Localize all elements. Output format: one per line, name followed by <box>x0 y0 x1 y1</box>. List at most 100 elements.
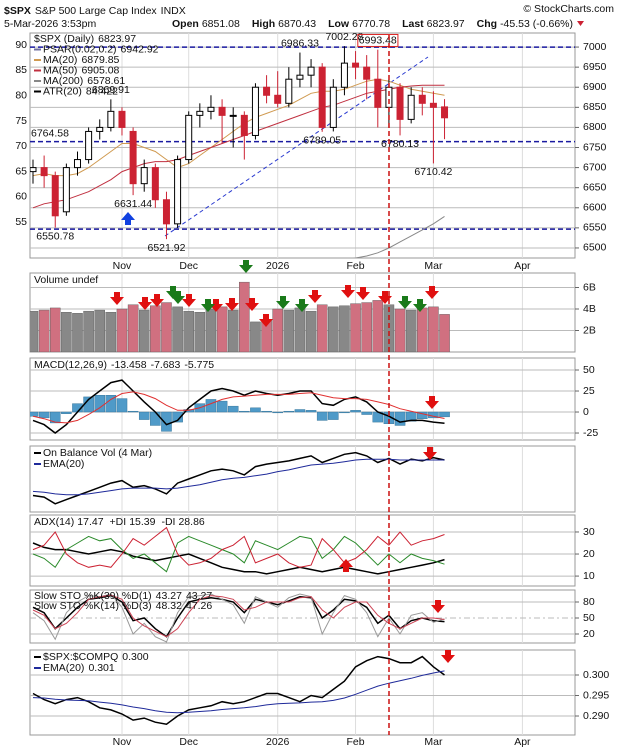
series-line <box>32 535 445 573</box>
candle-body <box>429 102 437 108</box>
legend-label: PSAR(0.02,0.2) <box>43 43 117 55</box>
x-tick-label: 2026 <box>266 736 290 748</box>
volume-bar <box>283 309 295 352</box>
price-annotation: 6993.48 <box>359 34 397 46</box>
candle-body <box>263 86 271 96</box>
y2-tick-label: 70 <box>15 140 27 152</box>
panel-frame <box>29 445 576 513</box>
price-annotation: 6789.05 <box>303 135 341 147</box>
legend-value: 6823.97 <box>98 33 136 45</box>
signal-arrow <box>413 299 427 312</box>
series-line <box>32 594 445 638</box>
volume-bar <box>30 310 39 352</box>
y-tick-label: 0.295 <box>583 689 609 701</box>
candle-body <box>318 66 326 128</box>
candle-body <box>73 159 81 169</box>
signal-arrow <box>110 292 124 305</box>
histogram-bar <box>61 411 72 414</box>
y-tick-label: 6850 <box>583 101 607 113</box>
volume-bar <box>361 302 372 352</box>
price-annotation: 6986.33 <box>281 37 319 49</box>
histogram-bar <box>305 410 317 413</box>
y-tick-label: 6950 <box>583 61 607 73</box>
histogram-bar <box>161 411 172 432</box>
volume-bar <box>72 313 83 352</box>
volume-bar <box>216 306 228 352</box>
y-tick-label: 4B <box>583 303 596 315</box>
change-down-icon <box>577 21 585 26</box>
legend-label: ADX(14) <box>34 516 74 528</box>
volume-bar <box>227 309 239 352</box>
volume-bar <box>205 308 217 352</box>
candle-body <box>96 126 104 132</box>
series-line <box>32 542 445 575</box>
volume-bar <box>417 307 428 352</box>
legend-value: 47.26 <box>186 600 212 612</box>
series-line <box>32 670 445 714</box>
histogram-bar <box>150 411 161 426</box>
signal-arrow <box>356 287 370 300</box>
signal-arrow <box>398 296 412 309</box>
volume-bar <box>305 310 317 352</box>
candle-body <box>218 106 226 116</box>
quote-label: Chg <box>477 18 497 30</box>
legend-value: 48.32 <box>156 600 182 612</box>
histogram-bar <box>172 411 183 423</box>
candle-body <box>162 199 170 225</box>
histogram-bar <box>417 411 428 419</box>
histogram-bar <box>283 410 295 413</box>
signal-arrow <box>378 291 392 304</box>
panel-plot <box>30 650 575 735</box>
series-line <box>32 451 445 505</box>
histogram-bar <box>316 411 328 421</box>
histogram-bar <box>38 411 50 419</box>
candle-body <box>40 167 48 177</box>
y-tick-label: 6550 <box>583 222 607 234</box>
candle-body <box>185 114 193 161</box>
histogram-bar <box>116 398 128 413</box>
x-tick-label: Nov <box>113 736 132 748</box>
signal-arrow <box>308 290 322 303</box>
y-tick-label: 6B <box>583 281 596 293</box>
signal-arrow <box>441 650 455 663</box>
x-tick-label: Nov <box>113 260 132 272</box>
y-tick-label: 7000 <box>583 41 607 53</box>
exchange: INDX <box>161 5 186 17</box>
signal-arrow <box>182 294 196 307</box>
signal-arrow <box>225 298 239 311</box>
volume-bar <box>105 312 117 352</box>
panel-title: MACD(12,26,9) <box>34 359 107 371</box>
volume-bar <box>150 305 161 352</box>
y-tick-label: 6800 <box>583 121 607 133</box>
y-tick-label: 0.290 <box>583 710 609 722</box>
legend-label: MA(20) <box>43 54 77 66</box>
histogram-bar <box>205 399 217 413</box>
legend-label: Slow STO %K(39) %D(1) <box>34 590 152 602</box>
quote-label: Last <box>402 18 424 30</box>
candle-body <box>229 114 237 117</box>
panel-frame <box>29 514 576 587</box>
legend-label: MA(200) <box>43 75 83 87</box>
signal-arrow <box>121 212 135 225</box>
candle-body <box>62 167 70 213</box>
signal-arrow <box>239 260 253 273</box>
histogram-bar <box>361 411 372 415</box>
annotation-box <box>357 33 399 47</box>
legend-label: -DI <box>161 516 175 528</box>
level-label: 6764.58 <box>31 127 69 139</box>
volume-bar <box>38 309 50 352</box>
volume-bar <box>161 302 172 352</box>
histogram-bar <box>272 411 283 414</box>
volume-bar <box>61 312 72 352</box>
volume-bar <box>372 300 384 352</box>
histogram-bar <box>138 411 150 420</box>
volume-bar <box>294 307 306 352</box>
volume-bar <box>439 314 450 352</box>
x-tick-label: Apr <box>514 260 531 272</box>
y-tick-label: 80 <box>583 596 595 608</box>
histogram-bar <box>350 410 361 413</box>
quote-label: High <box>252 18 275 30</box>
volume-bar <box>339 305 350 352</box>
candle-body <box>274 94 282 104</box>
series-line <box>32 379 445 434</box>
